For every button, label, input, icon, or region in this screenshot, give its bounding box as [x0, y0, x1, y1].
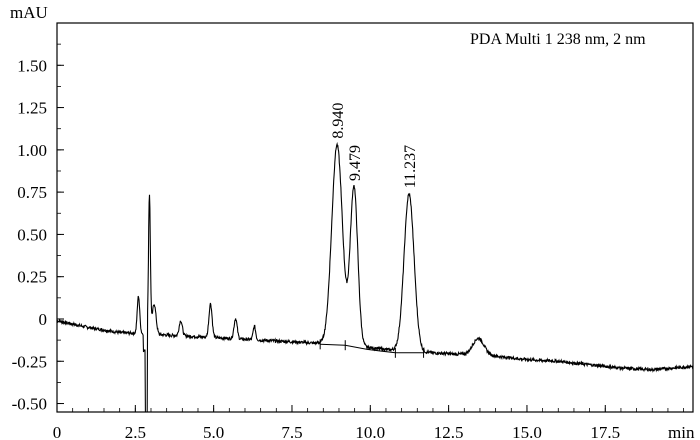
x-tick-label: 12.5: [434, 423, 464, 440]
x-tick-label: 15.0: [512, 423, 542, 440]
y-tick-label: -0.50: [12, 395, 47, 414]
x-tick-label: 7.5: [281, 423, 302, 440]
x-unit-label: min: [668, 423, 695, 440]
signal-line: [56, 141, 694, 413]
plot-border: [56, 22, 694, 413]
peak-label: 11.237: [402, 145, 419, 188]
y-tick-label: 0.75: [17, 183, 47, 202]
y-tick-label: 0: [39, 310, 48, 329]
x-axis: 0 2.5 5.0 7.5 10.0 12.5 15.0 17.5: [53, 405, 685, 440]
x-tick-label: 5.0: [203, 423, 224, 440]
x-tick-label: 0: [53, 423, 62, 440]
x-tick-label: 17.5: [590, 423, 620, 440]
y-tick-label: 0.50: [17, 225, 47, 244]
chromatogram-trace: [56, 141, 694, 413]
integration-baseline: [320, 343, 424, 354]
peak-label: 9.479: [347, 145, 364, 181]
plot-frame: [56, 22, 694, 413]
peak-label: 8.940: [330, 103, 347, 139]
y-unit-label: mAU: [10, 3, 48, 22]
y-tick-label: 1.25: [17, 99, 47, 118]
x-tick-label: 10.0: [355, 423, 385, 440]
y-tick-label: 0.25: [17, 268, 47, 287]
y-axis: 1.50 1.25 1.00 0.75 0.50 0.25 0 -0.25 -0.50: [12, 43, 64, 414]
x-tick-label: 2.5: [125, 423, 146, 440]
legend-text: PDA Multi 1 238 nm, 2 nm: [470, 31, 646, 48]
y-tick-label: 1.00: [17, 141, 47, 160]
y-tick-label: 1.50: [17, 56, 47, 75]
y-tick-label: -0.25: [12, 352, 47, 371]
